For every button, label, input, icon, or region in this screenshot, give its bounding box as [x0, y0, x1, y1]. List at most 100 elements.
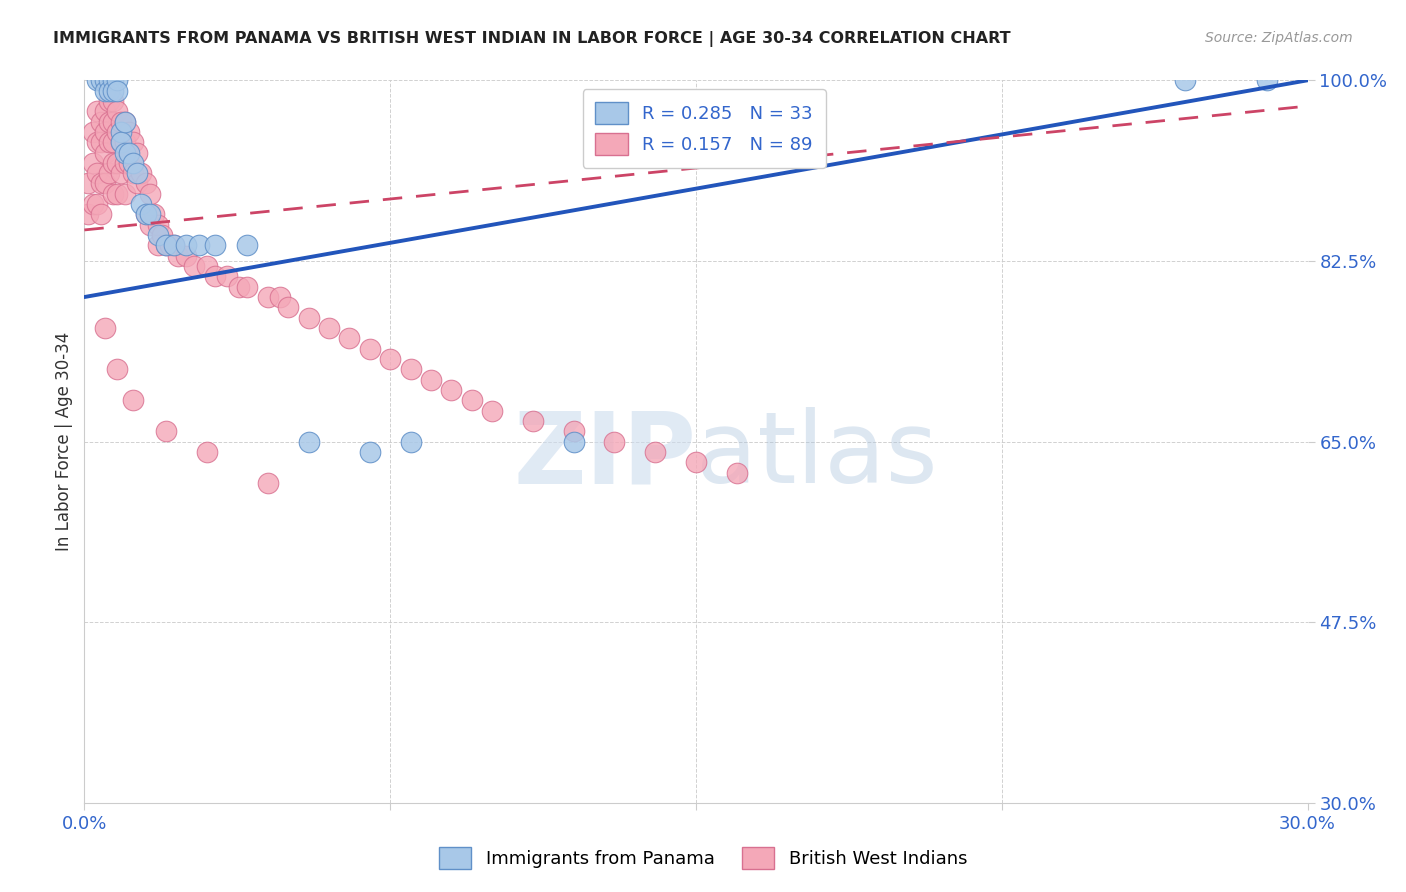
Legend: Immigrants from Panama, British West Indians: Immigrants from Panama, British West Ind… [430, 838, 976, 879]
Point [146, 228, 169, 243]
Point [122, 156, 145, 170]
Point [114, 135, 136, 149]
Point [236, 279, 259, 293]
Point [217, 269, 239, 284]
Point [644, 445, 666, 459]
Point [82, 125, 104, 139]
Point [562, 424, 585, 438]
Point [142, 207, 165, 221]
Point [138, 186, 160, 201]
Point [86, 73, 108, 87]
Point [93, 125, 115, 139]
Point [86, 197, 108, 211]
Legend: R = 0.285   N = 33, R = 0.157   N = 89: R = 0.285 N = 33, R = 0.157 N = 89 [582, 89, 825, 168]
Point [105, 362, 128, 376]
Point [269, 290, 291, 304]
Point [90, 135, 112, 149]
Point [131, 166, 153, 180]
Point [114, 145, 136, 160]
Point [135, 207, 157, 221]
Point [440, 383, 463, 397]
Point [93, 321, 115, 335]
Point [86, 135, 108, 149]
Point [135, 177, 157, 191]
Point [105, 156, 128, 170]
Point [101, 84, 124, 98]
Point [101, 135, 124, 149]
Point [110, 166, 132, 180]
Point [146, 218, 169, 232]
Point [163, 238, 186, 252]
Point [204, 238, 226, 252]
Point [174, 238, 197, 252]
Point [93, 84, 115, 98]
Point [101, 186, 124, 201]
Point [105, 84, 128, 98]
Point [461, 393, 484, 408]
Point [1174, 73, 1197, 87]
Point [93, 104, 115, 119]
Point [97, 73, 120, 87]
Point [127, 166, 149, 180]
Point [77, 207, 100, 221]
Point [97, 94, 120, 108]
Point [114, 186, 136, 201]
Point [195, 259, 218, 273]
Point [155, 424, 177, 438]
Point [138, 207, 160, 221]
Text: ZIP: ZIP [513, 408, 696, 505]
Text: IMMIGRANTS FROM PANAMA VS BRITISH WEST INDIAN IN LABOR FORCE | AGE 30-34 CORRELA: IMMIGRANTS FROM PANAMA VS BRITISH WEST I… [53, 31, 1011, 47]
Point [97, 135, 120, 149]
Point [127, 145, 149, 160]
Text: Source: ZipAtlas.com: Source: ZipAtlas.com [1205, 31, 1353, 45]
Point [93, 145, 115, 160]
Point [93, 177, 115, 191]
Point [159, 238, 181, 252]
Point [257, 475, 280, 490]
Point [138, 218, 160, 232]
Point [110, 114, 132, 128]
Point [90, 73, 112, 87]
Point [155, 238, 177, 252]
Point [298, 434, 321, 449]
Point [167, 249, 190, 263]
Point [146, 238, 169, 252]
Point [522, 414, 544, 428]
Point [82, 156, 104, 170]
Point [114, 114, 136, 128]
Point [86, 104, 108, 119]
Point [195, 445, 218, 459]
Point [90, 177, 112, 191]
Point [339, 331, 361, 345]
Point [163, 238, 186, 252]
Point [97, 166, 120, 180]
Point [359, 342, 381, 356]
Point [1256, 73, 1278, 87]
Point [228, 279, 250, 293]
Point [86, 166, 108, 180]
Point [277, 301, 299, 315]
Point [93, 73, 115, 87]
Point [135, 207, 157, 221]
Point [155, 238, 177, 252]
Point [122, 393, 145, 408]
Point [97, 84, 120, 98]
Point [105, 73, 128, 87]
Point [725, 466, 748, 480]
Point [105, 186, 128, 201]
Point [122, 166, 145, 180]
Point [110, 135, 132, 149]
Point [122, 135, 145, 149]
Point [118, 125, 141, 139]
Point [399, 362, 422, 376]
Point [174, 249, 197, 263]
Point [204, 269, 226, 284]
Point [90, 207, 112, 221]
Point [257, 290, 280, 304]
Point [110, 125, 132, 139]
Point [562, 434, 585, 449]
Point [110, 135, 132, 149]
Point [131, 197, 153, 211]
Point [77, 177, 100, 191]
Point [318, 321, 340, 335]
